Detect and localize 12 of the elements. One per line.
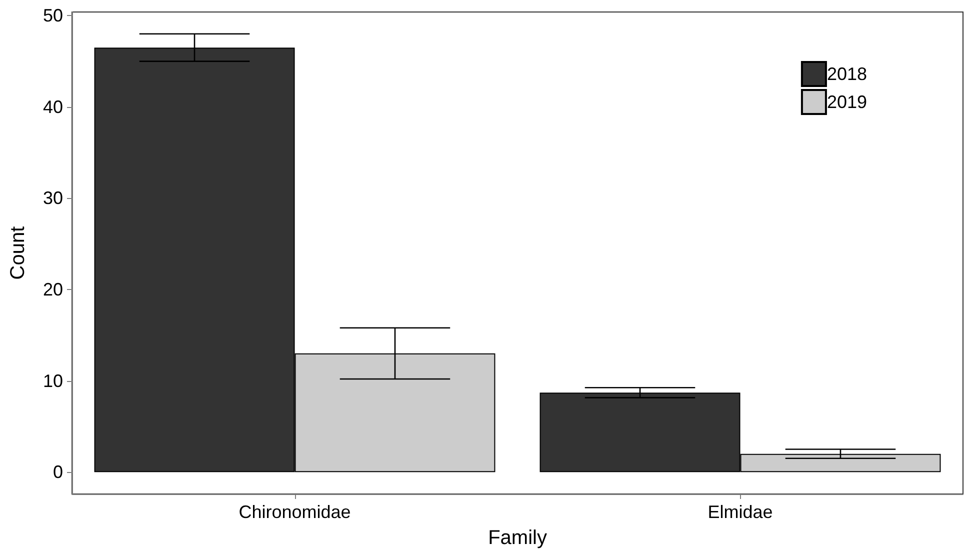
x-axis-title: Family	[488, 527, 547, 549]
y-tick-label: 50	[42, 6, 63, 26]
legend-label: 2019	[826, 92, 868, 112]
y-tick-label: 10	[42, 370, 63, 391]
y-tick-label: 40	[42, 96, 63, 117]
y-tick-label: 20	[42, 280, 63, 300]
y-axis-title: Count	[7, 226, 29, 280]
y-tick-label: 30	[42, 188, 63, 208]
x-tick-label: Chironomidae	[238, 502, 351, 522]
legend-label: 2018	[826, 64, 868, 84]
x-tick-label: Elmidae	[708, 502, 773, 522]
y-tick-label: 0	[52, 462, 63, 482]
